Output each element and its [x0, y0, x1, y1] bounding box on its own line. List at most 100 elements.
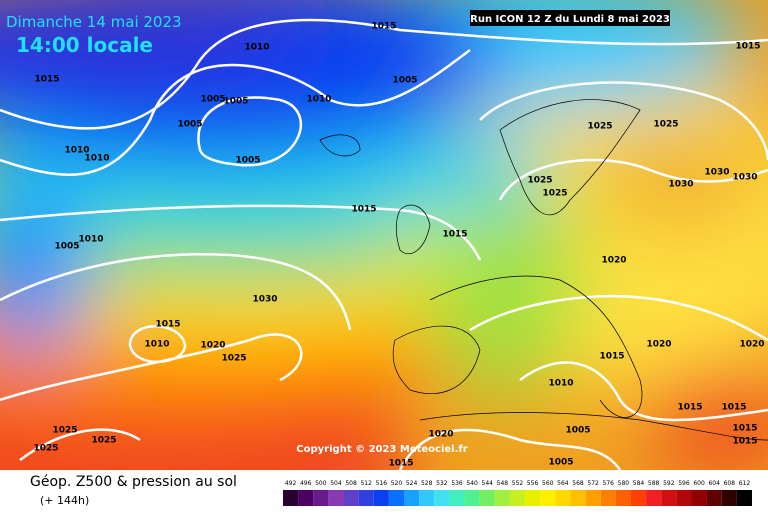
isobar-label: 1015 — [442, 230, 467, 240]
isobar-label: 1005 — [54, 242, 79, 252]
isobar-label: 1010 — [244, 43, 269, 53]
legend-tick: 540 — [466, 480, 478, 487]
legend-tick: 556 — [527, 480, 539, 487]
legend-tick: 612 — [739, 480, 751, 487]
legend-swatch — [404, 490, 420, 506]
isobar-label: 1015 — [388, 459, 413, 469]
isobar-label: 1030 — [252, 295, 277, 305]
legend-swatch — [494, 490, 510, 506]
legend-swatch — [298, 490, 314, 506]
legend-tick: 516 — [376, 480, 388, 487]
isobar-label: 1020 — [646, 340, 671, 350]
legend-tick: 584 — [633, 480, 645, 487]
isobar-label: 1005 — [565, 426, 590, 436]
legend-swatch — [449, 490, 465, 506]
legend-tick: 592 — [663, 480, 675, 487]
legend-swatch — [283, 490, 299, 506]
isobar-label: 1025 — [33, 444, 58, 454]
legend-tick: 580 — [618, 480, 630, 487]
legend-swatch — [721, 490, 737, 506]
legend-tick: 552 — [512, 480, 524, 487]
legend-swatch — [676, 490, 692, 506]
legend-tick: 512 — [360, 480, 372, 487]
legend-tick: 528 — [421, 480, 433, 487]
legend-swatch — [313, 490, 329, 506]
isobar-label: 1005 — [392, 76, 417, 86]
legend-tick: 520 — [391, 480, 403, 487]
isobar-label: 1005 — [200, 95, 225, 105]
isobar-label: 1025 — [587, 122, 612, 132]
isobar-label: 1030 — [704, 168, 729, 178]
isobar-label: 1010 — [144, 340, 169, 350]
legend-swatch — [691, 490, 707, 506]
legend-swatch — [509, 490, 526, 506]
legend-tick: 544 — [482, 480, 494, 487]
legend-tick: 532 — [436, 480, 448, 487]
isobar-label: 1025 — [52, 426, 77, 436]
date-label: Dimanche 14 mai 2023 — [6, 13, 182, 31]
time-label: 14:00 locale — [16, 33, 153, 57]
legend-tick: 500 — [315, 480, 327, 487]
legend-swatch — [615, 490, 631, 506]
isobar-label: 1015 — [155, 320, 180, 330]
legend-tick: 604 — [708, 480, 720, 487]
isobar-label: 1015 — [351, 205, 376, 215]
footer-subtitle: (+ 144h) — [40, 494, 89, 507]
legend-swatch — [585, 490, 601, 506]
legend-tick: 588 — [648, 480, 660, 487]
legend-swatch — [419, 490, 435, 506]
legend-swatch — [661, 490, 677, 506]
isobar-label: 1020 — [200, 341, 225, 351]
legend-tick: 524 — [406, 480, 418, 487]
legend-swatch — [540, 490, 556, 506]
legend-swatch — [646, 490, 662, 506]
legend-swatch — [600, 490, 616, 506]
legend-tick: 568 — [572, 480, 584, 487]
legend-swatch — [525, 490, 541, 506]
isobar-label: 1005 — [177, 120, 202, 130]
legend-swatch — [736, 490, 752, 506]
isobar-label: 1030 — [668, 180, 693, 190]
legend-swatch — [555, 490, 571, 506]
isobar-label: 1025 — [527, 176, 552, 186]
legend-tick: 600 — [693, 480, 705, 487]
isobar-label: 1015 — [34, 75, 59, 85]
legend-tick: 548 — [497, 480, 509, 487]
isobar-label: 1020 — [739, 340, 764, 350]
isobar-label: 1005 — [548, 458, 573, 468]
isobar-label: 1015 — [721, 403, 746, 413]
legend-swatch — [434, 490, 450, 506]
isobar-label: 1010 — [548, 379, 573, 389]
legend-swatch — [706, 490, 722, 506]
isobar-label: 1025 — [91, 436, 116, 446]
isobar-label: 1005 — [235, 156, 260, 166]
legend-swatch — [358, 490, 374, 506]
isobar-label: 1010 — [64, 146, 89, 156]
isobar-label: 1025 — [221, 354, 246, 364]
footer-title: Géop. Z500 & pression au sol — [30, 474, 237, 490]
legend-tick: 608 — [724, 480, 736, 487]
isobar-label: 1020 — [428, 430, 453, 440]
isobar-label: 1015 — [735, 42, 760, 52]
isobar-label: 1020 — [601, 256, 626, 266]
legend-tick: 508 — [345, 480, 357, 487]
coastlines — [319, 99, 768, 441]
legend-tick: 572 — [587, 480, 599, 487]
legend-tick: 536 — [451, 480, 463, 487]
isobars — [0, 18, 768, 470]
legend-swatch — [343, 490, 359, 506]
isobar-label: 1015 — [371, 22, 396, 32]
legend-swatch — [570, 490, 586, 506]
legend-tick: 496 — [300, 480, 312, 487]
legend-tick: 504 — [330, 480, 342, 487]
legend-swatch — [630, 490, 647, 506]
isobar-label: 1015 — [732, 437, 757, 447]
isobar-label: 1010 — [84, 154, 109, 164]
isobar-label: 1015 — [732, 424, 757, 434]
legend-tick: 596 — [678, 480, 690, 487]
legend-tick: 492 — [285, 480, 297, 487]
legend-swatch — [388, 490, 405, 506]
run-box — [470, 10, 670, 26]
